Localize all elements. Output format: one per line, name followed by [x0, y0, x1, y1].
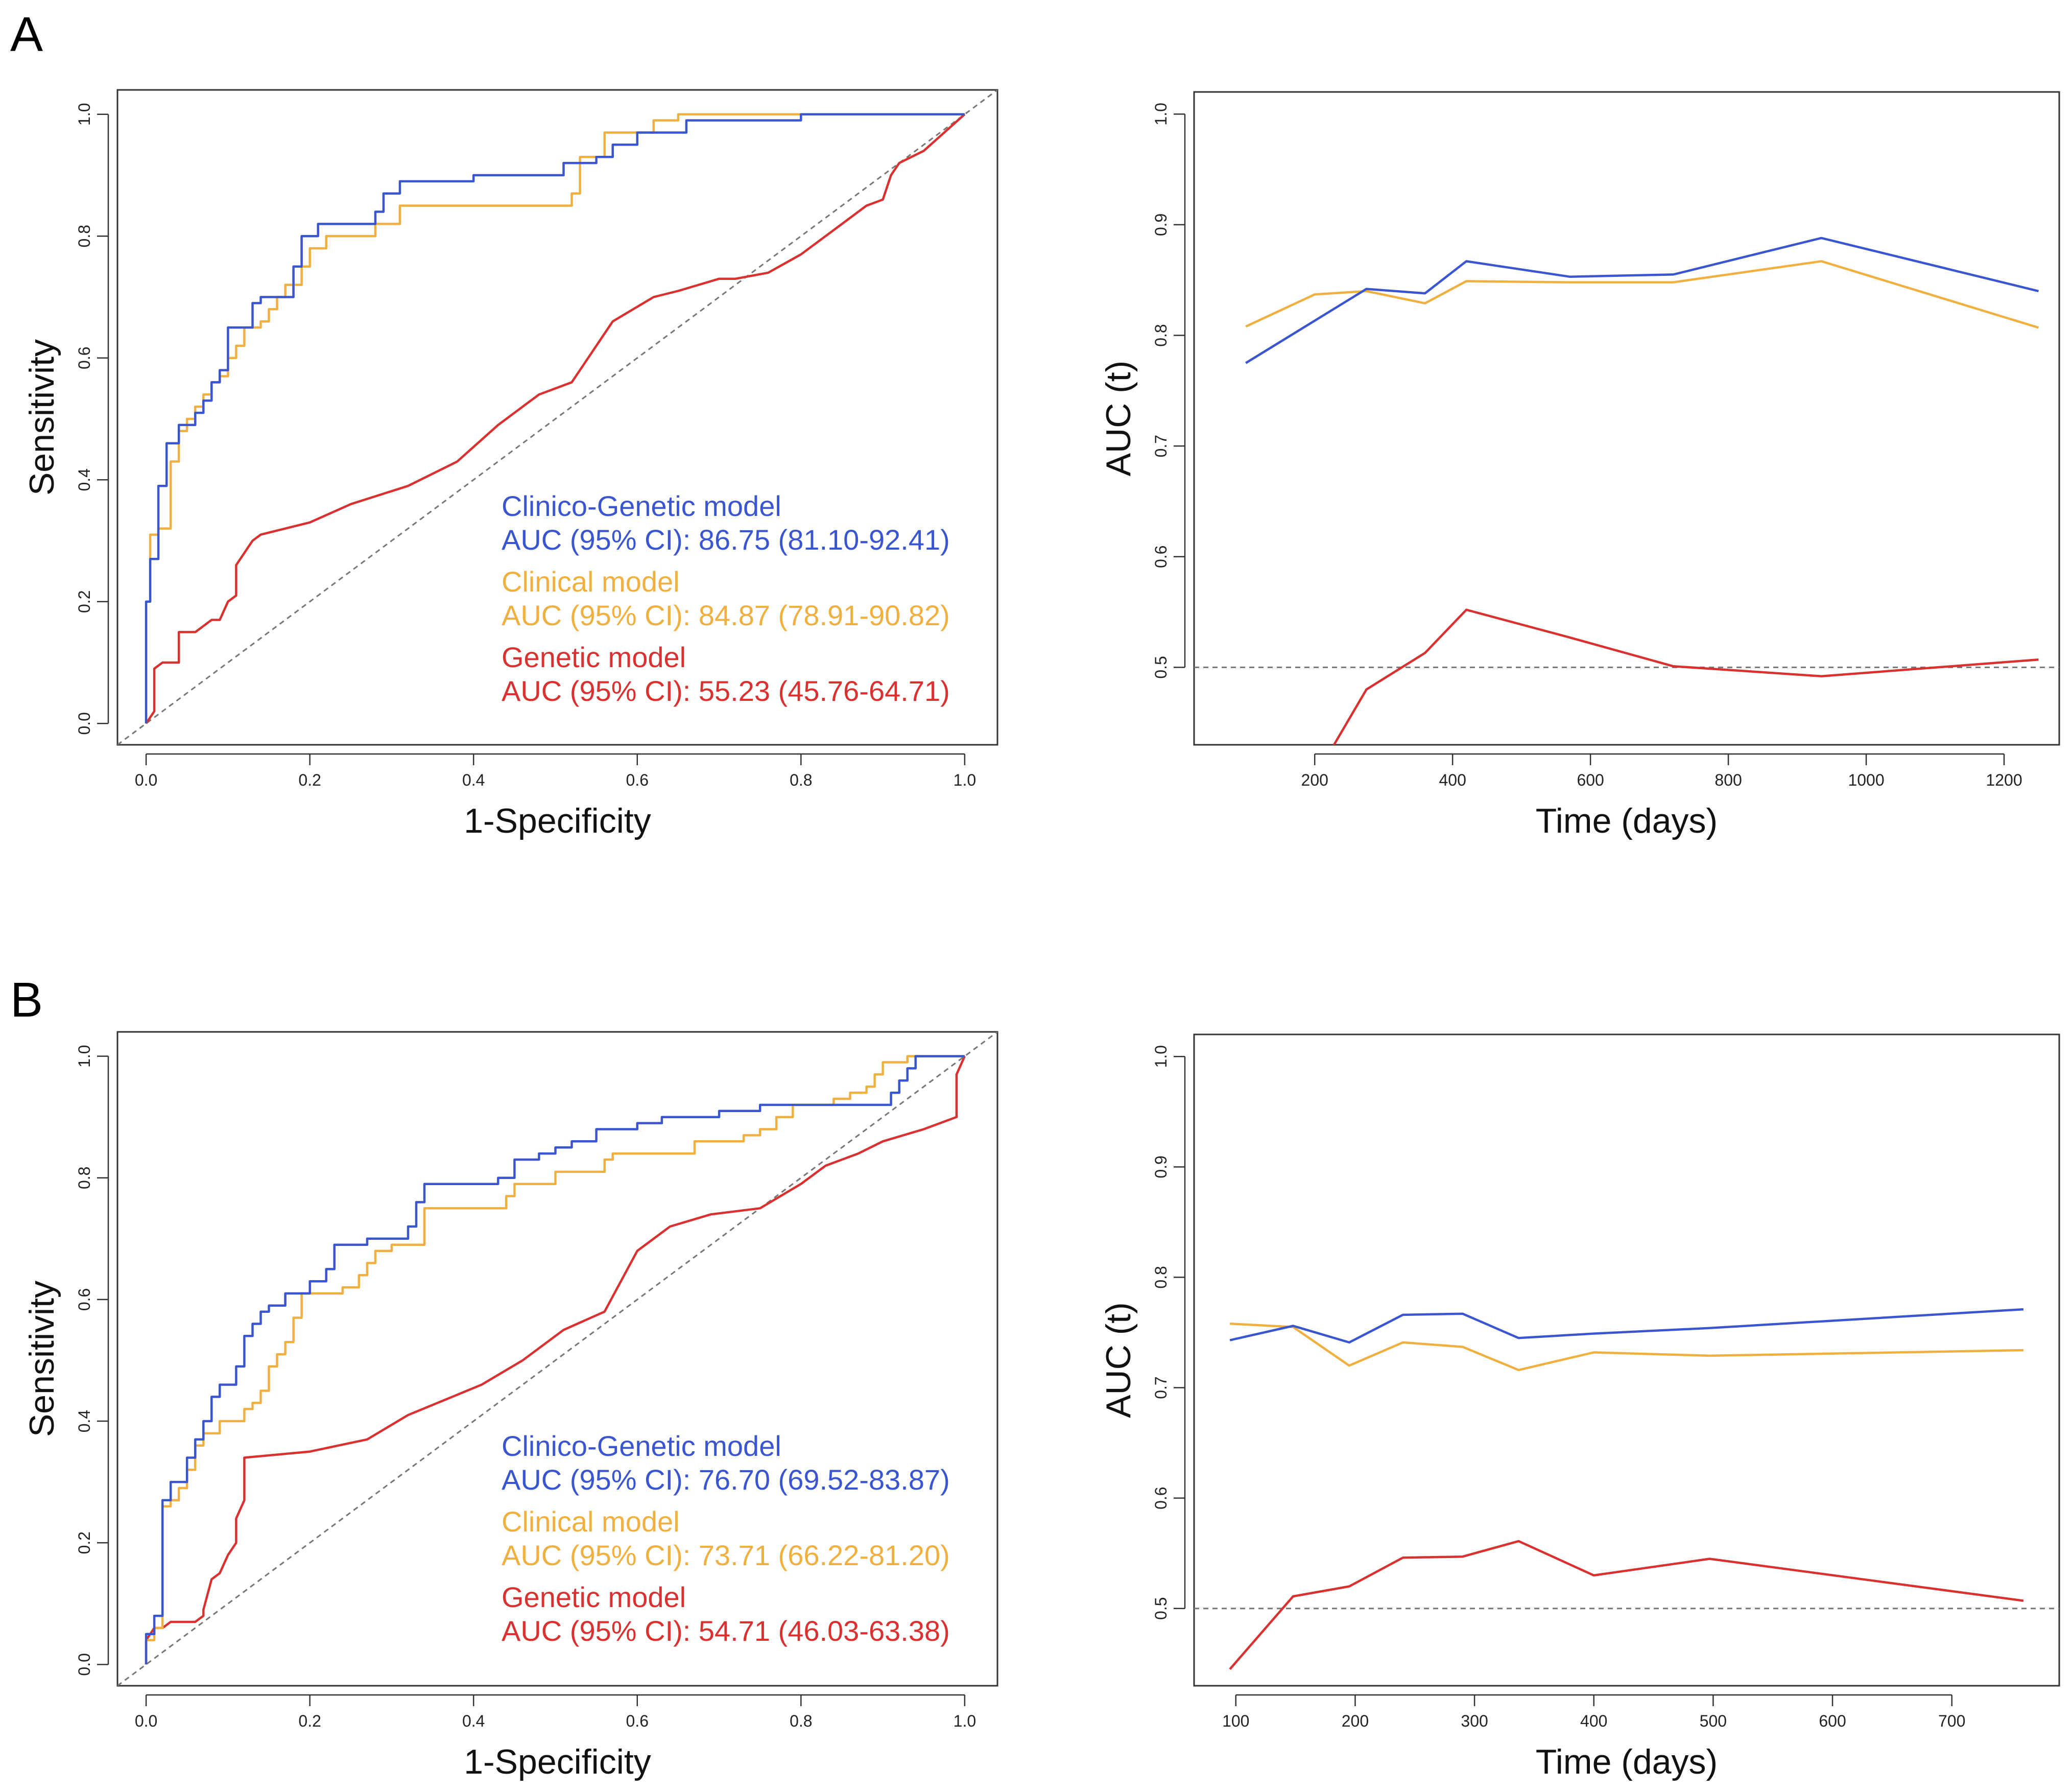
- series-line-genetic-model: [145, 1055, 966, 1665]
- y-tick-label: 0.5: [1152, 656, 1170, 678]
- y-tick-label: 0.0: [75, 1653, 93, 1676]
- auc-time-chart-panel-b: 100 200 300 400 500 600 700 0.5 0.6 0.7 0.8 0.9 1.0 T…: [1099, 1033, 2060, 1781]
- plot-frame: [116, 89, 998, 746]
- plot-area: [1194, 1308, 2059, 1670]
- x-tick-label: 200: [1342, 1712, 1369, 1730]
- reference-diagonal-line: [117, 90, 997, 745]
- series-line-clinico-genetic-model: [1245, 237, 2039, 364]
- y-axis-title: Sensitivity: [22, 1281, 61, 1437]
- plot-frame: [1193, 1033, 2060, 1687]
- x-tick-label: 0.8: [790, 1712, 812, 1730]
- x-axis-title: 1-Specificity: [464, 1742, 651, 1781]
- x-tick-label: 600: [1819, 1712, 1846, 1730]
- y-tick-label: 0.9: [1152, 214, 1170, 236]
- y-tick-label: 0.6: [75, 1288, 93, 1311]
- y-tick-label: 0.8: [75, 225, 93, 247]
- x-tick-label: 800: [1714, 771, 1742, 789]
- legend-name-clinico-genetic-model: Clinico-Genetic model: [502, 490, 781, 522]
- legend-auc-genetic-model: AUC (95% CI): 54.71 (46.03-63.38): [502, 1615, 950, 1647]
- y-tick-label: 1.0: [1152, 103, 1170, 125]
- x-tick-label: 1.0: [954, 771, 976, 789]
- legend-name-clinical-model: Clinical model: [502, 1505, 680, 1538]
- series-line-genetic-model: [1229, 1540, 2024, 1670]
- legend-name-clinico-genetic-model: Clinico-Genetic model: [502, 1430, 781, 1462]
- x-tick-label: 0.6: [626, 771, 649, 789]
- y-tick-label: 0.2: [75, 1531, 93, 1554]
- y-tick-label: 0.7: [1152, 435, 1170, 457]
- y-axis-title: AUC (t): [1099, 361, 1138, 477]
- x-tick-label: 1200: [1986, 771, 2022, 789]
- series-line-clinico-genetic-model: [145, 1055, 965, 1665]
- x-axis-title: Time (days): [1536, 801, 1718, 840]
- legend-auc-clinical-model: AUC (95% CI): 73.71 (66.22-81.20): [502, 1539, 950, 1571]
- x-tick-label: 300: [1461, 1712, 1488, 1730]
- x-tick-label: 0.2: [298, 1712, 321, 1730]
- x-tick-label: 600: [1577, 771, 1604, 789]
- y-tick-label: 0.2: [75, 591, 93, 613]
- x-tick-label: 200: [1301, 771, 1328, 789]
- y-tick-label: 0.5: [1152, 1597, 1170, 1619]
- x-tick-label: 0.6: [626, 1712, 649, 1730]
- auc-time-chart-panel-a: 200 400 600 800 1000 1200 0.5 0.6 0.7 0.8 0.9 1.0 Ti…: [1099, 91, 2060, 840]
- series-line-clinico-genetic-model: [145, 113, 965, 724]
- legend-auc-genetic-model: AUC (95% CI): 55.23 (45.76-64.71): [502, 675, 950, 707]
- y-axis-title: AUC (t): [1099, 1302, 1138, 1418]
- y-tick-label: 0.8: [1152, 324, 1170, 346]
- x-tick-label: 0.0: [135, 771, 157, 789]
- legend-name-genetic-model: Genetic model: [502, 1581, 686, 1613]
- reference-diagonal-line: [117, 1032, 997, 1686]
- x-tick-label: 400: [1439, 771, 1466, 789]
- x-axis-title: Time (days): [1536, 1742, 1718, 1781]
- plot-frame: [116, 1031, 998, 1687]
- x-tick-label: 0.4: [462, 1712, 485, 1730]
- legend-name-clinical-model: Clinical model: [502, 565, 680, 598]
- y-tick-label: 0.8: [1152, 1266, 1170, 1288]
- series-line-genetic-model: [145, 113, 966, 724]
- y-tick-label: 0.6: [1152, 546, 1170, 568]
- y-tick-label: 1.0: [1152, 1045, 1170, 1068]
- x-tick-label: 0.0: [135, 1712, 157, 1730]
- y-tick-label: 0.4: [75, 468, 93, 491]
- panel-label-b: B: [10, 973, 43, 1027]
- y-tick-label: 0.9: [1152, 1156, 1170, 1178]
- legend-auc-clinical-model: AUC (95% CI): 84.87 (78.91-90.82): [502, 599, 950, 631]
- y-tick-label: 0.6: [1152, 1487, 1170, 1509]
- legend-auc-clinico-genetic-model: AUC (95% CI): 86.75 (81.10-92.41): [502, 524, 950, 556]
- y-tick-label: 0.8: [75, 1167, 93, 1189]
- x-tick-label: 1.0: [954, 1712, 976, 1730]
- series-line-clinico-genetic-model: [1229, 1308, 2024, 1344]
- x-tick-label: 0.2: [298, 771, 321, 789]
- x-tick-label: 1000: [1848, 771, 1884, 789]
- x-tick-label: 400: [1580, 1712, 1607, 1730]
- x-axis-title: 1-Specificity: [464, 801, 651, 840]
- y-tick-label: 0.4: [75, 1410, 93, 1432]
- panel-label-a: A: [10, 7, 43, 62]
- roc-chart-panel-a: 0.0 0.2 0.4 0.6 0.8 1.0 0.0 0.2 0.4 0.6 0.8 1.0 1-Sp…: [22, 89, 998, 840]
- plot-frame: [1193, 91, 2060, 746]
- x-tick-label: 500: [1700, 1712, 1727, 1730]
- x-tick-label: 700: [1938, 1712, 1965, 1730]
- plot-area: [117, 90, 997, 745]
- plot-area: [117, 1032, 997, 1686]
- series-line-genetic-model: [1332, 608, 2039, 745]
- x-tick-label: 100: [1222, 1712, 1249, 1730]
- legend-name-genetic-model: Genetic model: [502, 641, 686, 673]
- y-tick-label: 0.7: [1152, 1376, 1170, 1399]
- series-line-clinical-model: [1229, 1322, 2023, 1372]
- x-tick-label: 0.4: [462, 771, 485, 789]
- y-axis-title: Sensitivity: [22, 339, 61, 496]
- legend-auc-clinico-genetic-model: AUC (95% CI): 76.70 (69.52-83.87): [502, 1464, 950, 1496]
- y-tick-label: 0.0: [75, 712, 93, 735]
- roc-chart-panel-b: 0.0 0.2 0.4 0.6 0.8 1.0 0.0 0.2 0.4 0.6 0.8 1.0 1-Sp…: [22, 1031, 998, 1781]
- y-tick-label: 0.6: [75, 346, 93, 369]
- series-line-clinical-model: [1245, 260, 2039, 329]
- y-tick-label: 1.0: [75, 103, 93, 125]
- x-tick-label: 0.8: [790, 771, 812, 789]
- y-tick-label: 1.0: [75, 1045, 93, 1067]
- plot-area: [1194, 237, 2059, 745]
